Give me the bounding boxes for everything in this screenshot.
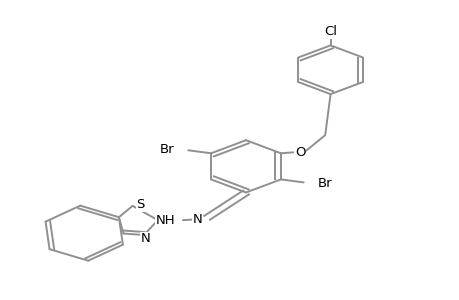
Text: N: N bbox=[140, 232, 150, 245]
Text: NH: NH bbox=[155, 214, 175, 227]
Text: S: S bbox=[136, 198, 144, 211]
Text: Cl: Cl bbox=[324, 25, 336, 38]
Text: Br: Br bbox=[317, 177, 331, 190]
Text: N: N bbox=[192, 213, 202, 226]
Text: Br: Br bbox=[160, 143, 174, 156]
Text: O: O bbox=[294, 146, 305, 159]
